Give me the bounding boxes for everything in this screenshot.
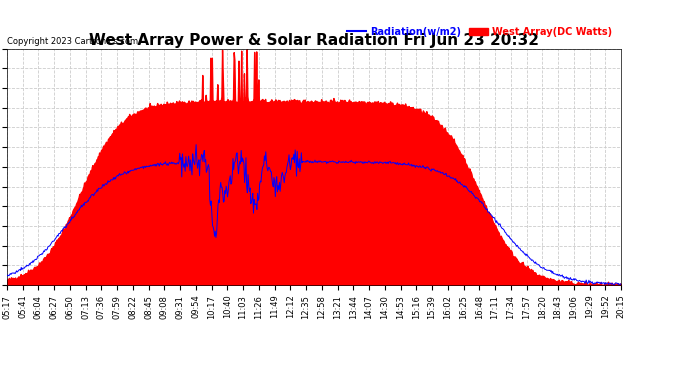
Text: Copyright 2023 Cartronics.com: Copyright 2023 Cartronics.com [7, 38, 138, 46]
Title: West Array Power & Solar Radiation Fri Jun 23 20:32: West Array Power & Solar Radiation Fri J… [89, 33, 539, 48]
Legend: Radiation(w/m2), West Array(DC Watts): Radiation(w/m2), West Array(DC Watts) [343, 23, 616, 40]
